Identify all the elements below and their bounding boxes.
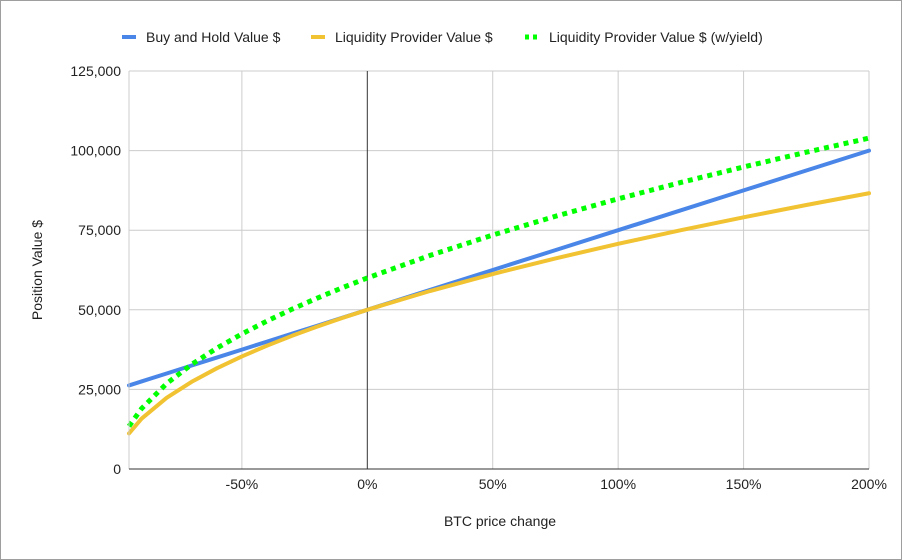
legend-label-2: Liquidity Provider Value $ bbox=[335, 29, 493, 45]
x-axis-title: BTC price change bbox=[444, 513, 556, 529]
y-tick-label: 25,000 bbox=[78, 381, 121, 397]
legend-label-3: Liquidity Provider Value $ (w/yield) bbox=[549, 29, 763, 45]
legend-label-1: Buy and Hold Value $ bbox=[146, 29, 281, 45]
y-tick-label: 100,000 bbox=[70, 143, 121, 159]
y-tick-label: 75,000 bbox=[78, 222, 121, 238]
x-tick-label: -50% bbox=[226, 476, 259, 492]
series-layer bbox=[126, 135, 871, 436]
x-tick-label: 50% bbox=[479, 476, 507, 492]
x-tick-label: 150% bbox=[726, 476, 762, 492]
gridlines bbox=[129, 70, 870, 469]
series-line-1 bbox=[127, 148, 871, 388]
series-line-3 bbox=[126, 135, 870, 428]
series-line-2 bbox=[127, 191, 871, 436]
y-tick-label: 0 bbox=[113, 461, 121, 477]
y-tick-label: 50,000 bbox=[78, 302, 121, 318]
tick-labels: 0 25,000 50,000 75,000 100,000 125,000 -50% 0% 5… bbox=[70, 63, 887, 492]
x-tick-label: 100% bbox=[600, 476, 636, 492]
y-axis-title: Position Value $ bbox=[29, 220, 45, 320]
x-tick-label: 0% bbox=[357, 476, 377, 492]
y-tick-label: 125,000 bbox=[70, 63, 121, 79]
axes bbox=[128, 71, 869, 470]
legend: Buy and Hold Value $ Liquidity Provider V… bbox=[122, 29, 763, 45]
x-tick-label: 200% bbox=[851, 476, 887, 492]
